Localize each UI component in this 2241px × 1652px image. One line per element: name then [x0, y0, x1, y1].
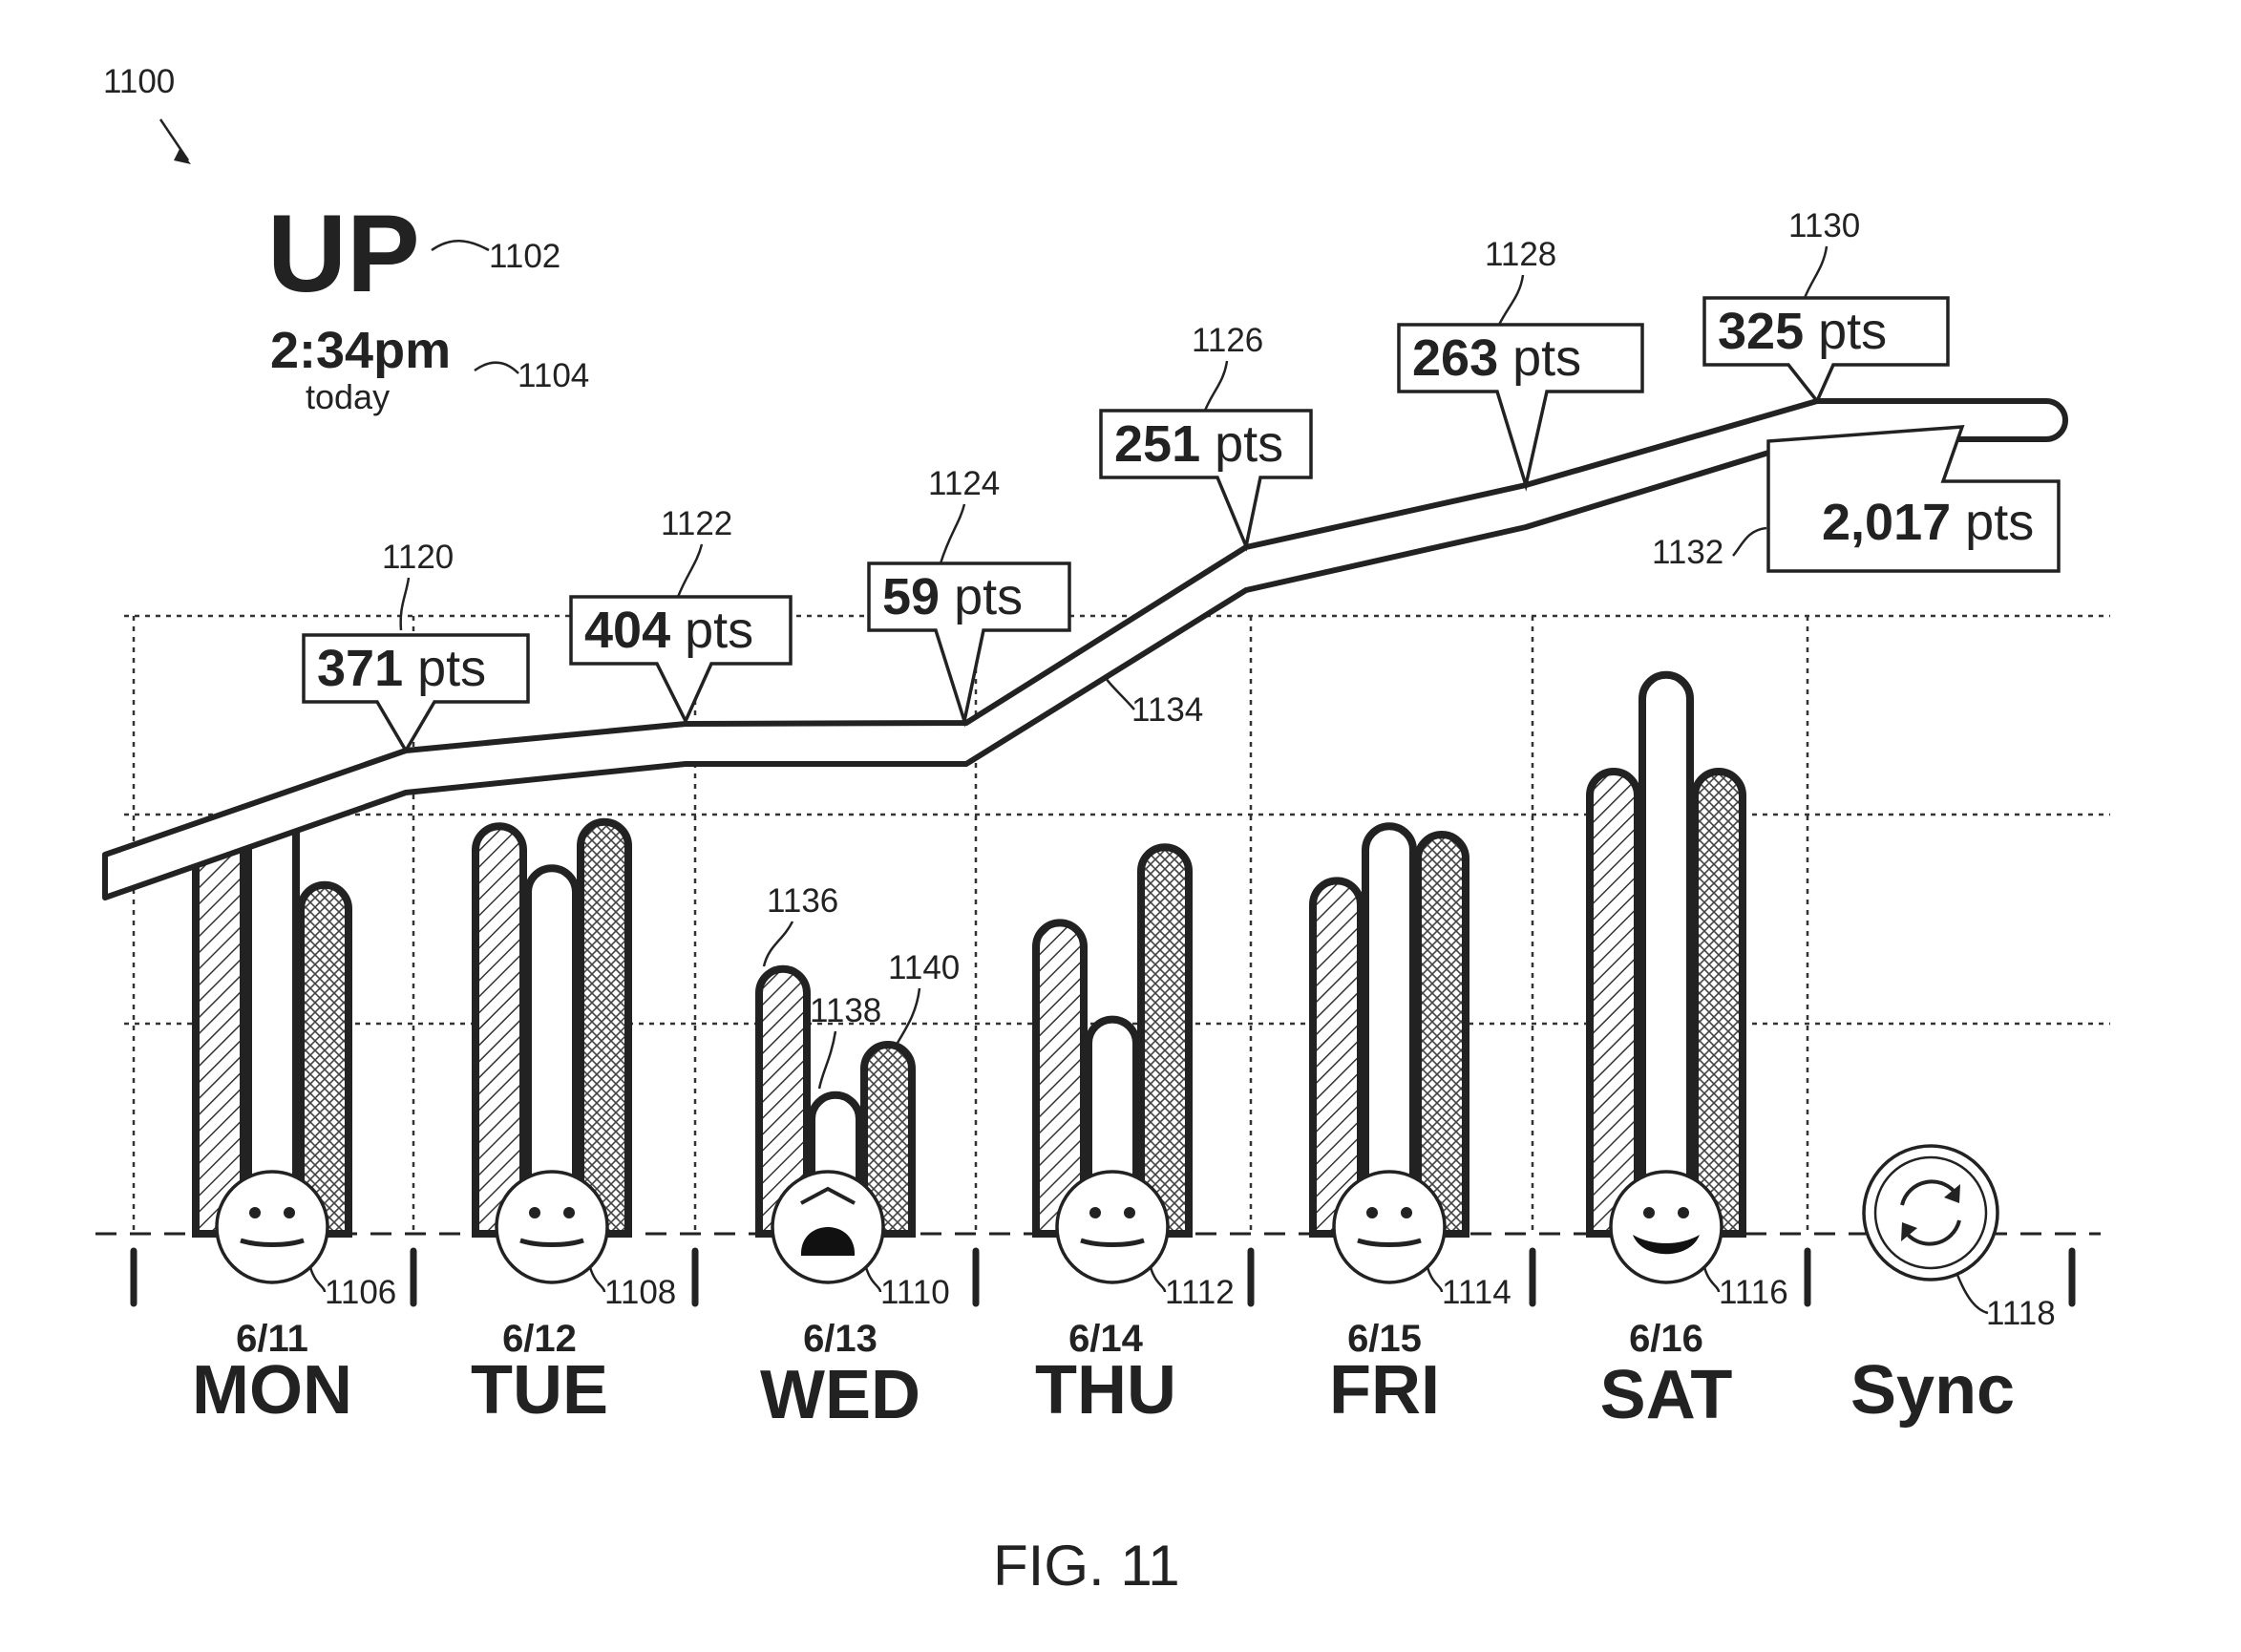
callout-1120: 371 pts 1120	[304, 539, 528, 751]
callout-1128: 263 pts 1128	[1399, 236, 1642, 485]
callout-ref: 1124	[928, 465, 1000, 502]
date-label-wed: 6/13	[803, 1318, 877, 1360]
total-ref-leader	[1733, 528, 1766, 556]
callout-ref-leader	[941, 504, 964, 563]
callout-1122: 404 pts 1122	[571, 505, 791, 721]
total-ref: 1132	[1652, 534, 1723, 571]
bar-mon-crosshatched	[301, 885, 349, 1234]
app-title: UP	[267, 193, 420, 315]
figure-ref-arrow	[160, 119, 188, 160]
face-ref-1106: 1106	[325, 1274, 396, 1311]
callout-value: 59 pts	[882, 568, 1023, 625]
callout-ref-leader	[1205, 361, 1227, 411]
callout-ref-leader	[1499, 275, 1523, 325]
bar-sat-crosshatched	[1695, 772, 1743, 1234]
sync-time: 2:34pm	[270, 322, 451, 379]
daily-point-callouts: 371 pts 1120 404 pts 1122 59 pts 1124 251 pts 1…	[304, 207, 1948, 751]
face-ref-leader	[866, 1267, 880, 1292]
day-label-tue[interactable]: TUE	[471, 1352, 608, 1429]
sync-ref: 1118	[1986, 1295, 2056, 1332]
mood-neutral-icon[interactable]	[497, 1172, 607, 1282]
face-ref-leader	[1427, 1267, 1442, 1292]
bar-fri-crosshatched	[1418, 835, 1466, 1234]
bar-group-sat	[1590, 675, 1743, 1234]
trend-ref-leader	[1106, 678, 1134, 710]
mood-faces: 1106 1108 1110 1112 1114 1116	[217, 1172, 1788, 1311]
figure-caption: FIG. 11	[993, 1534, 1180, 1598]
callout-1130: 325 pts 1130	[1704, 207, 1948, 401]
sync-ref-leader	[1957, 1275, 1988, 1313]
mood-distressed-icon[interactable]	[772, 1172, 883, 1282]
bar-ref-1140-leader	[898, 988, 920, 1043]
callout-value: 325 pts	[1718, 303, 1887, 360]
mood-neutral-icon[interactable]	[217, 1172, 328, 1282]
callout-ref: 1130	[1788, 207, 1860, 244]
bar-fri-hatched	[1313, 880, 1361, 1234]
sync-button[interactable]	[1864, 1146, 1998, 1280]
bar-mon-plain	[248, 805, 296, 1234]
callout-ref: 1120	[382, 539, 454, 576]
sync-label[interactable]: Sync	[1850, 1352, 2015, 1429]
title-ref: 1102	[489, 238, 560, 275]
day-label-thu[interactable]: THU	[1035, 1352, 1176, 1429]
callout-ref: 1128	[1485, 236, 1556, 273]
face-ref-1114: 1114	[1442, 1274, 1512, 1311]
total-points: 2,017 pts	[1822, 494, 2034, 551]
bar-ref-1138: 1138	[810, 992, 881, 1029]
face-ref-leader	[590, 1267, 604, 1292]
face-ref-1110: 1110	[880, 1274, 950, 1311]
callout-ref-leader	[678, 544, 702, 597]
trend-ref: 1134	[1131, 691, 1203, 729]
callout-value: 263 pts	[1412, 329, 1581, 387]
bar-ref-1138-leader	[819, 1031, 835, 1089]
bar-sat-plain	[1642, 675, 1690, 1234]
face-ref-1116: 1116	[1719, 1274, 1788, 1311]
bar-tue-hatched	[476, 826, 523, 1234]
bar-mon-hatched	[196, 822, 243, 1234]
title-ref-leader	[432, 241, 489, 250]
bar-thu-crosshatched	[1141, 847, 1189, 1234]
bar-ref-1136-leader	[764, 921, 793, 966]
figure-ref-1100: 1100	[103, 63, 175, 100]
face-ref-leader	[1151, 1267, 1165, 1292]
day-label-fri[interactable]: FRI	[1329, 1352, 1440, 1429]
bar-group-mon	[196, 805, 349, 1234]
face-ref-1112: 1112	[1165, 1274, 1235, 1311]
callout-value: 251 pts	[1114, 415, 1283, 473]
face-ref-leader	[310, 1267, 325, 1292]
callout-1126: 251 pts 1126	[1101, 322, 1311, 546]
face-ref-leader	[1704, 1267, 1719, 1292]
day-label-mon[interactable]: MON	[192, 1352, 352, 1429]
bar-tue-crosshatched	[581, 822, 628, 1234]
time-ref: 1104	[518, 357, 589, 394]
day-label-sat[interactable]: SAT	[1600, 1357, 1733, 1433]
callout-value: 371 pts	[317, 640, 486, 697]
bar-ref-1136: 1136	[767, 882, 838, 920]
callout-ref: 1122	[661, 505, 732, 542]
callout-ref: 1126	[1192, 322, 1263, 359]
date-label-sat: 6/16	[1629, 1318, 1703, 1360]
mood-happy-icon[interactable]	[1611, 1172, 1722, 1282]
time-ref-leader	[475, 363, 518, 373]
day-label-wed[interactable]: WED	[760, 1357, 920, 1433]
face-ref-1108: 1108	[604, 1274, 676, 1311]
callout-ref-leader	[401, 578, 409, 630]
mood-neutral-icon[interactable]	[1057, 1172, 1168, 1282]
mood-neutral-icon[interactable]	[1334, 1172, 1445, 1282]
callout-value: 404 pts	[584, 602, 753, 659]
bar-sat-hatched	[1590, 772, 1638, 1234]
callout-ref-leader	[1805, 246, 1827, 298]
sync-time-sub: today	[306, 377, 390, 416]
bar-ref-1140: 1140	[888, 949, 960, 986]
